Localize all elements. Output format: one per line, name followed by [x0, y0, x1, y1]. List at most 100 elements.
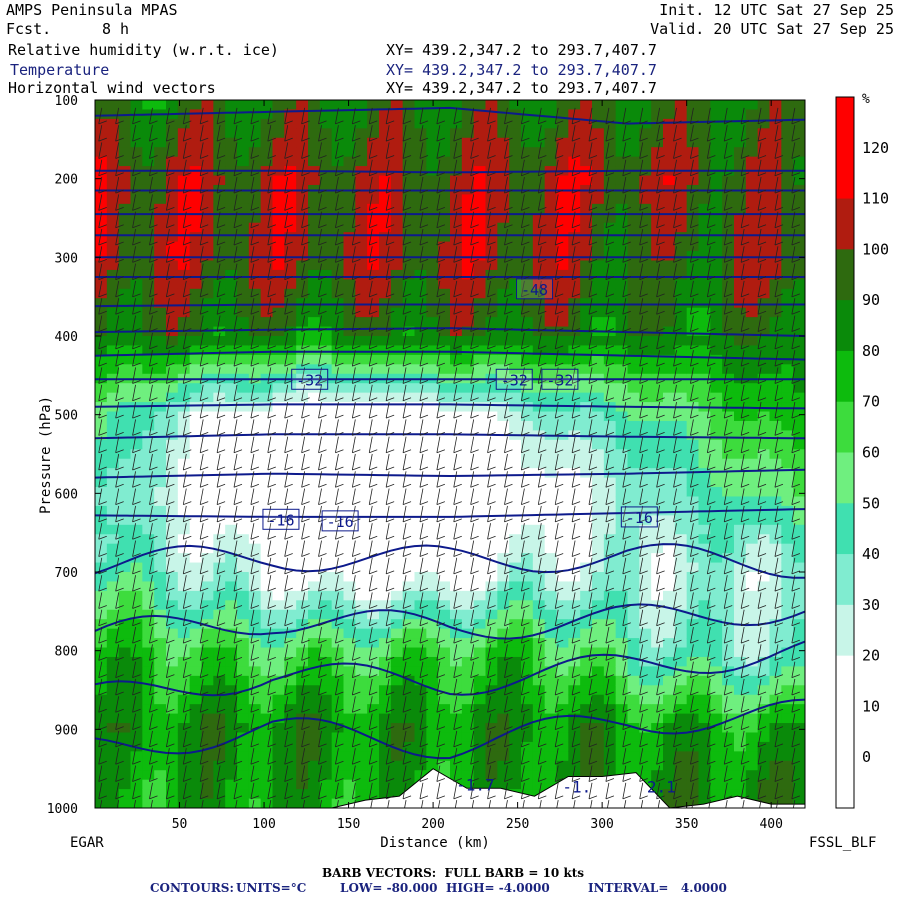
rh-cell [556, 581, 569, 592]
rh-cell [95, 137, 108, 148]
rh-cell [189, 524, 203, 535]
rh-cell [355, 194, 368, 205]
rh-cell [461, 468, 475, 479]
rh-cell [568, 543, 581, 554]
rh-cell [639, 175, 652, 186]
wind-barb [115, 436, 120, 453]
rh-cell [296, 128, 309, 139]
rh-cell [177, 647, 191, 658]
rh-cell [615, 515, 629, 526]
rh-cell [319, 666, 333, 677]
rh-cell [166, 251, 179, 262]
rh-cell [698, 269, 711, 280]
rh-cell [225, 449, 238, 460]
rh-cell [177, 609, 191, 620]
rh-cell [367, 770, 380, 781]
rh-cell [248, 100, 262, 111]
rh-cell [769, 458, 782, 469]
rh-cell [603, 317, 617, 328]
rh-cell [556, 156, 569, 167]
rh-cell [213, 222, 226, 233]
rh-cell [473, 307, 487, 318]
rh-cell [272, 402, 285, 413]
rh-cell [95, 336, 108, 347]
rh-cell [580, 694, 593, 705]
rh-cell [414, 487, 427, 498]
rh-cell [745, 203, 759, 214]
rh-cell [201, 741, 214, 752]
rh-cell [722, 260, 735, 271]
rh-cell [781, 298, 794, 309]
rh-cell [343, 675, 356, 686]
rh-cell [272, 505, 285, 516]
rh-cell [331, 336, 345, 347]
wind-barb-flag [115, 207, 124, 211]
rh-cell [225, 666, 238, 677]
rh-cell [95, 600, 108, 611]
rh-cell [343, 789, 356, 800]
wind-barb [182, 402, 187, 419]
rh-cell [710, 364, 723, 375]
rh-cell [296, 420, 309, 431]
rh-cell [485, 194, 498, 205]
rh-cell [438, 317, 451, 328]
rh-cell [177, 241, 191, 252]
rh-cell [284, 326, 297, 337]
rh-cell [781, 600, 794, 611]
rh-cell [308, 288, 321, 299]
rh-cell [177, 420, 191, 431]
rh-cell [544, 524, 558, 535]
wind-barb-flag [183, 362, 192, 367]
wind-barb [98, 523, 103, 540]
rh-cell [237, 326, 250, 337]
rh-cell [627, 232, 640, 243]
wind-barb [98, 730, 103, 747]
rh-cell [592, 137, 605, 148]
rh-cell [343, 260, 356, 271]
rh-cell [745, 713, 759, 724]
rh-cell [509, 137, 522, 148]
rh-cell [390, 156, 404, 167]
wind-barb [132, 384, 136, 401]
rh-cell [414, 420, 427, 431]
rh-cell [319, 411, 333, 422]
rh-cell [556, 345, 569, 356]
rh-cell [745, 279, 759, 290]
rh-cell [95, 685, 108, 696]
wind-barb [98, 350, 103, 367]
rh-cell [473, 137, 487, 148]
rh-cell [757, 175, 771, 186]
rh-cell [166, 628, 179, 639]
rh-cell [757, 232, 771, 243]
rh-cell [674, 647, 688, 658]
rh-cell [722, 156, 735, 167]
rh-cell [248, 666, 262, 677]
rh-cell [166, 156, 179, 167]
rh-cell [272, 175, 285, 186]
rh-cell [177, 562, 191, 573]
rh-cell [426, 581, 439, 592]
wind-barb [115, 575, 120, 592]
rh-cell [154, 496, 167, 507]
wind-barb [182, 246, 187, 263]
wind-barb [149, 367, 153, 384]
rh-cell [639, 751, 652, 762]
rh-cell [769, 175, 782, 186]
rh-cell [710, 213, 723, 224]
rh-cell [521, 213, 534, 224]
rh-cell [734, 213, 747, 224]
rh-cell [603, 100, 617, 111]
rh-cell [355, 100, 368, 111]
rh-cell [166, 383, 179, 394]
rh-cell [154, 307, 167, 318]
rh-cell [189, 232, 203, 243]
rh-cell [296, 279, 309, 290]
rh-cell [556, 298, 569, 309]
rh-cell [379, 468, 392, 479]
rh-cell [734, 420, 747, 431]
rh-cell [509, 317, 522, 328]
rh-cell [95, 392, 108, 403]
rh-cell [781, 156, 794, 167]
rh-cell [319, 562, 333, 573]
rh-cell [745, 109, 759, 120]
